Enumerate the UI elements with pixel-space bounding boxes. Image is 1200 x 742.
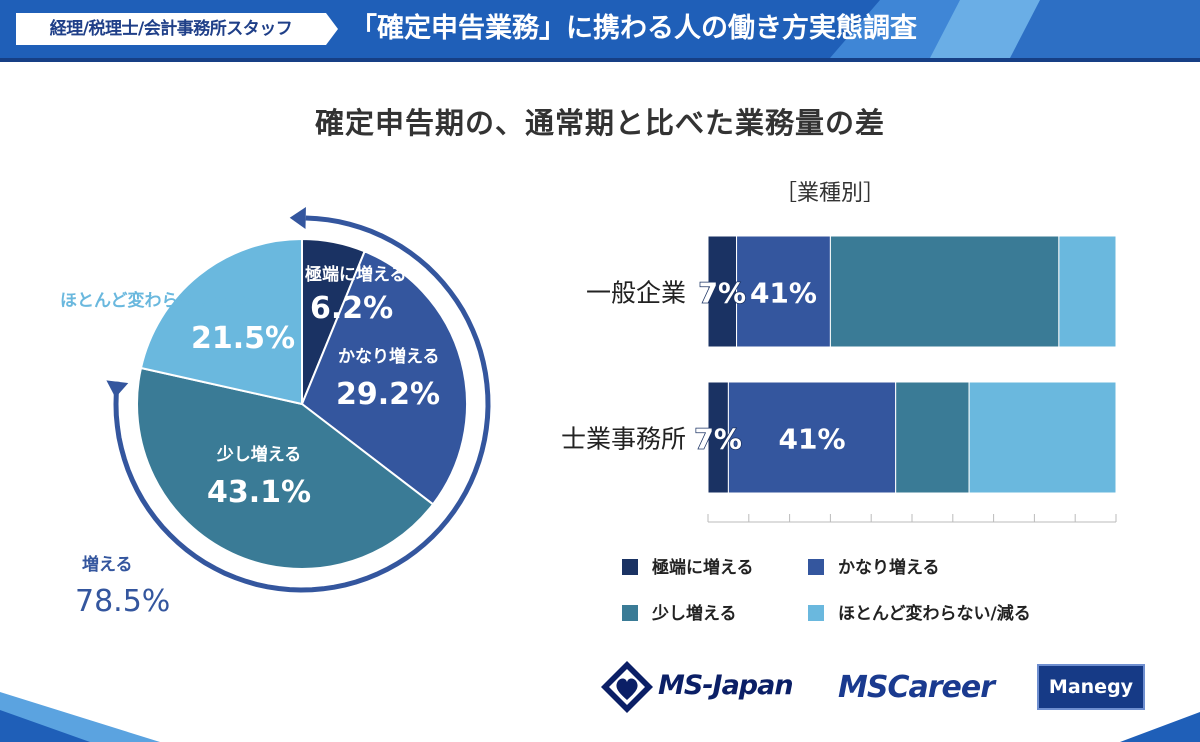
legend-swatch-same xyxy=(808,605,824,621)
legend-item-much: かなり増える xyxy=(808,556,940,580)
pie-chart: 極端に増える 6.2% かなり増える 29.2% 少し増える 43.1% ほとんど変わらない… xyxy=(60,237,468,570)
pie-label-2: 少し増える xyxy=(216,444,302,465)
increase-value: 78.5% xyxy=(75,584,170,619)
mscareer-logo: MSCareer xyxy=(838,670,995,705)
header-tag-arrow xyxy=(326,13,338,45)
header-band xyxy=(0,0,1200,62)
increase-arrowhead-left xyxy=(106,380,129,398)
footer-stripe-right xyxy=(1120,712,1200,742)
bar-value-0-0: 7% xyxy=(699,277,747,310)
legend-label-much: かなり増える xyxy=(838,558,940,578)
bar-segment-0-2 xyxy=(829,235,1060,348)
increase-arrowhead-top xyxy=(289,207,306,230)
bar-segment-1-3 xyxy=(968,381,1117,494)
legend-label-extreme: 極端に増える xyxy=(652,558,754,578)
bar-category-1: 士業事務所 xyxy=(561,425,686,454)
manegy-logo: Manegy xyxy=(1037,664,1145,710)
pie-value-0: 6.2% xyxy=(310,291,393,326)
msjapan-wordmark: MS-Japan xyxy=(658,670,794,701)
bar-value-1-1: 41% xyxy=(779,423,846,456)
header-band-stripe-dark xyxy=(1010,0,1200,58)
legend-item-little: 少し増える xyxy=(622,602,737,626)
bar-segment-0-3 xyxy=(1058,235,1117,348)
msjapan-logo: MS-Japan xyxy=(600,658,825,718)
legend-label-same: ほとんど変わらない/減る xyxy=(838,604,1031,624)
pie-value-3: 21.5% xyxy=(191,321,295,356)
increase-arrow: 増える 78.5% xyxy=(75,207,491,619)
footer-stripe-left-dark xyxy=(0,710,90,742)
pie-label-1: かなり増える xyxy=(338,346,440,367)
header-tag: 経理/税理士/会計事務所スタッフ xyxy=(16,13,326,45)
bar-segment-0-1 xyxy=(736,235,831,348)
legend-swatch-extreme xyxy=(622,559,638,575)
pie-value-2: 43.1% xyxy=(207,475,311,510)
footer-band xyxy=(0,692,1200,742)
header-underline xyxy=(0,58,1200,62)
bar-segment-0-0 xyxy=(707,235,738,348)
increase-arc xyxy=(113,215,491,593)
legend-item-same: ほとんど変わらない/減る xyxy=(808,602,1031,626)
bar-value-1-0: 7% xyxy=(694,423,742,456)
sub-title: ［業種別］ xyxy=(774,181,885,206)
pie-slice-1 xyxy=(300,250,468,506)
pie-slice-2 xyxy=(136,366,435,570)
pie-label-3: ほとんど変わらない/減る xyxy=(60,290,253,311)
legend-swatch-much xyxy=(808,559,824,575)
bar-segment-1-1 xyxy=(727,381,897,494)
legend-item-extreme: 極端に増える xyxy=(622,556,754,580)
main-title: 確定申告期の、通常期と比べた業務量の差 xyxy=(314,106,885,140)
legend-swatch-little xyxy=(622,605,638,621)
increase-label: 増える xyxy=(82,554,133,575)
legend-label-little: 少し増える xyxy=(652,604,737,624)
bar-segment-1-2 xyxy=(895,381,970,494)
stacked-bar-chart: 一般企業 7% 41%士業事務所 7% 41% xyxy=(561,235,1117,523)
header-title: 「確定申告業務」に携わる人の働き方実態調査 xyxy=(350,13,917,44)
bar-value-0-1: 41% xyxy=(750,277,817,310)
bar-legend: 極端に増える かなり増える 少し増える ほとんど変わらない/減る xyxy=(622,556,1082,636)
pie-slice-3 xyxy=(139,237,303,406)
pie-value-1: 29.2% xyxy=(336,377,440,412)
pie-label-0: 極端に増える xyxy=(305,264,407,285)
msjapan-mark-icon xyxy=(601,661,653,713)
bar-category-0: 一般企業 xyxy=(586,279,686,308)
